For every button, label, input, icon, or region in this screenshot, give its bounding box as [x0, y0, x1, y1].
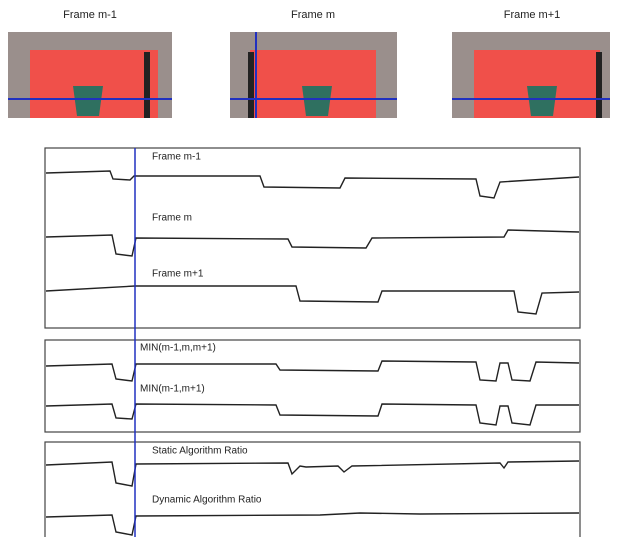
- frame-image: [230, 32, 397, 118]
- trace-label: Frame m-1: [152, 152, 201, 163]
- figure: Frame m-1 Frame m Frame m+1 Frame m: [0, 0, 617, 537]
- frame-image: [452, 32, 610, 118]
- trace-label: MIN(m-1,m,m+1): [140, 343, 216, 354]
- trace-label: Frame m+1: [152, 269, 204, 280]
- frame-label: Frame m+1: [504, 9, 561, 21]
- trace-label: Dynamic Algorithm Ratio: [152, 495, 262, 506]
- trace-label: MIN(m-1,m+1): [140, 384, 205, 395]
- trace-label: Static Algorithm Ratio: [152, 446, 248, 457]
- frame-image: [8, 32, 172, 118]
- frame-label: Frame m: [291, 9, 335, 21]
- panel: [45, 442, 580, 537]
- frame-label: Frame m-1: [63, 9, 117, 21]
- trace-label: Frame m: [152, 213, 192, 224]
